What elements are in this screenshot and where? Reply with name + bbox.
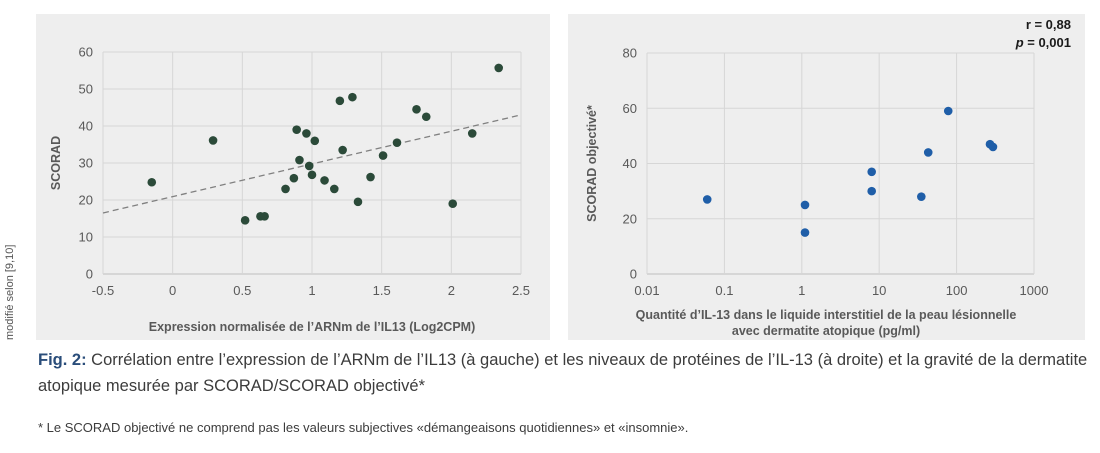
- correlation-stats: r = 0,88 p = 0,001: [1016, 16, 1071, 52]
- y-tick-label: 30: [79, 156, 93, 171]
- data-point: [988, 142, 998, 152]
- y-tick-label: 0: [86, 267, 93, 282]
- x-tick-label: -0.5: [92, 283, 114, 298]
- p-value: = 0,001: [1023, 35, 1071, 50]
- x-tick-label: 100: [946, 283, 968, 298]
- data-point: [208, 136, 218, 145]
- data-point: [378, 151, 388, 160]
- x-tick-label: 0.1: [715, 283, 733, 298]
- data-point: [800, 228, 810, 237]
- data-point: [295, 155, 304, 165]
- data-point: [348, 92, 357, 102]
- data-point: [307, 170, 317, 180]
- data-point: [147, 177, 157, 187]
- x-tick-label: 0: [169, 283, 176, 298]
- data-point: [943, 106, 953, 116]
- data-point: [310, 136, 320, 146]
- x-tick-label: 0.5: [233, 283, 251, 298]
- data-point: [702, 195, 712, 204]
- data-point: [494, 63, 504, 73]
- data-point: [412, 105, 421, 114]
- x-tick-label: 10: [872, 283, 886, 298]
- data-point: [260, 211, 269, 221]
- y-tick-label: 0: [630, 267, 637, 282]
- x-tick-label: 1: [798, 283, 805, 298]
- y-axis-label: SCORAD objectivé*: [585, 105, 599, 222]
- data-point: [289, 173, 299, 183]
- data-point: [353, 197, 363, 207]
- y-tick-label: 20: [79, 193, 93, 208]
- data-point: [329, 184, 339, 194]
- data-point: [304, 161, 314, 171]
- p-symbol: p: [1015, 35, 1024, 50]
- y-tick-label: 50: [79, 82, 93, 97]
- data-point: [421, 112, 431, 122]
- figure-caption-text: Corrélation entre l’expression de l’ARNm…: [38, 351, 1088, 395]
- x-axis-label: Expression normalisée de l’ARNm de l’IL1…: [149, 320, 475, 334]
- x-axis-label: avec dermatite atopique (pg/ml): [732, 324, 920, 338]
- data-point: [292, 125, 301, 134]
- data-point: [320, 176, 329, 185]
- data-point: [281, 184, 290, 194]
- data-point: [302, 129, 311, 138]
- x-tick-label: 1.5: [373, 283, 391, 298]
- data-point: [917, 192, 926, 201]
- figure-footnote: * Le SCORAD objectivé ne comprend pas le…: [38, 420, 689, 435]
- data-point: [240, 216, 250, 225]
- data-point: [467, 129, 477, 138]
- figure-caption: Fig. 2: Corrélation entre l’expression d…: [38, 347, 1088, 399]
- data-point: [923, 148, 933, 157]
- x-tick-label: 1: [308, 283, 315, 298]
- data-point: [335, 96, 345, 106]
- x-tick-label: 2: [448, 283, 455, 298]
- x-tick-label: 0.01: [634, 283, 659, 298]
- data-point: [867, 186, 876, 196]
- right-chart-panel: 0 20 40 60 80 0.01 0.1 1 10 100 1000 Quantité d’IL-…: [568, 14, 1085, 340]
- figure-caption-lead: Fig. 2:: [38, 351, 87, 369]
- data-point: [448, 199, 458, 208]
- x-tick-label: 2.5: [512, 283, 530, 298]
- p-value-label: p = 0,001: [1016, 34, 1071, 52]
- data-point: [800, 200, 810, 210]
- data-point: [392, 138, 402, 147]
- source-note: modifié selon [9,10]: [4, 244, 16, 340]
- left-chart-panel: 0 10 20 30 40 50 60 -0.5 0 0.5 1 1.5 2 2.5 Expression …: [36, 14, 550, 340]
- data-point: [867, 167, 876, 177]
- y-axis-label: SCORAD: [49, 136, 63, 190]
- x-axis-label: Quantité d’IL-13 dans le liquide interst…: [636, 308, 1017, 322]
- y-tick-label: 40: [79, 119, 93, 134]
- y-tick-label: 40: [623, 156, 637, 171]
- x-tick-label: 1000: [1020, 283, 1049, 298]
- data-point: [366, 172, 375, 182]
- y-tick-label: 60: [79, 45, 93, 60]
- data-point: [338, 145, 347, 155]
- y-tick-label: 10: [79, 230, 93, 245]
- y-tick-label: 80: [623, 46, 637, 61]
- r-value-label: r = 0,88: [1025, 17, 1071, 32]
- y-tick-label: 60: [623, 101, 637, 116]
- y-tick-label: 20: [623, 211, 637, 226]
